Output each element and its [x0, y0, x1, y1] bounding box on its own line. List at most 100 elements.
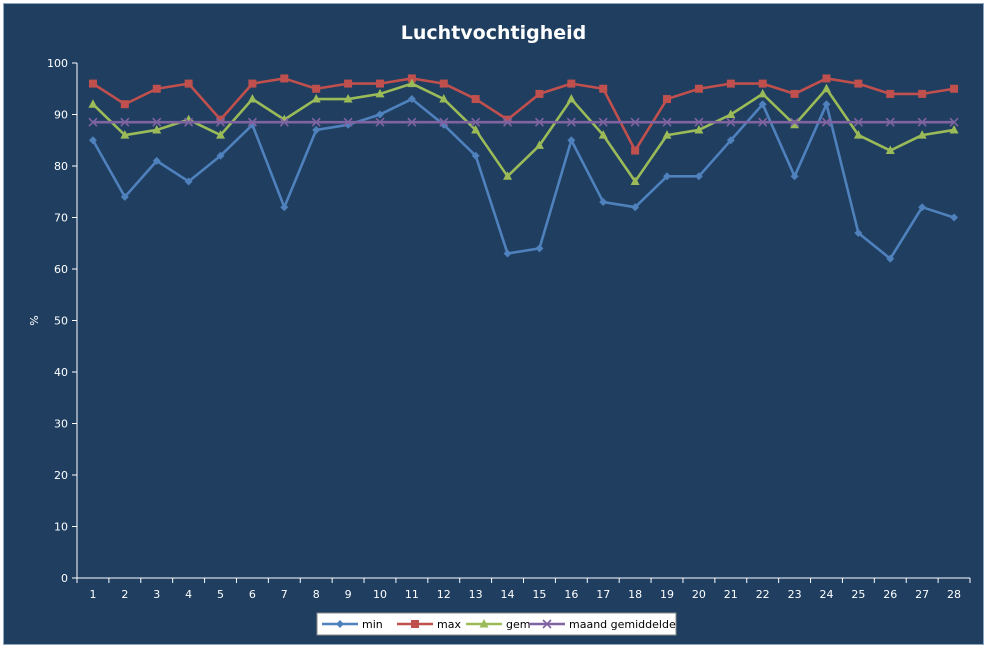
data-point-gem: [694, 124, 704, 134]
data-point-min: [535, 244, 544, 253]
data-point-max: [503, 115, 512, 124]
data-point-maand-gemiddelde: [949, 117, 959, 127]
data-point-maand-gemiddelde: [407, 117, 417, 127]
data-point-min: [312, 125, 321, 134]
data-point-maand-gemiddelde: [184, 117, 194, 127]
x-tick-label: 10: [373, 588, 387, 601]
data-point-max: [216, 115, 225, 124]
data-point-gem: [471, 124, 481, 134]
data-point-gem: [885, 145, 895, 155]
chart-title: Luchtvochtigheid: [400, 22, 587, 44]
data-point-maand-gemiddelde: [152, 117, 162, 127]
data-point-gem: [439, 94, 449, 103]
data-point-min: [758, 100, 767, 109]
data-point-min: [886, 254, 895, 263]
data-point-gem: [88, 99, 98, 108]
x-tick-label: 13: [469, 588, 483, 601]
data-point-maand-gemiddelde: [120, 117, 130, 127]
x-tick-label: 19: [660, 588, 674, 601]
data-point-min: [790, 172, 799, 181]
x-tick-label: 3: [153, 588, 160, 601]
x-tick-label: 6: [249, 588, 256, 601]
data-point-gem: [726, 109, 736, 118]
data-point-max: [886, 89, 895, 98]
y-tick-label: 40: [54, 366, 68, 379]
data-point-max: [950, 84, 959, 93]
x-tick-label: 14: [501, 588, 515, 601]
legend-marker-gem: [479, 619, 489, 628]
legend-label: gem: [506, 618, 530, 631]
data-point-max: [184, 79, 193, 88]
data-point-gem: [343, 94, 353, 103]
y-tick-label: 90: [54, 109, 68, 122]
data-point-maand-gemiddelde: [758, 117, 768, 127]
legend-marker-maand-gemiddelde: [542, 619, 552, 629]
data-point-min: [503, 249, 512, 258]
data-point-max: [790, 89, 799, 98]
x-tick-label: 9: [345, 588, 352, 601]
data-point-gem: [503, 171, 513, 180]
data-point-gem: [152, 124, 162, 134]
x-tick-label: 16: [564, 588, 578, 601]
data-point-min: [918, 203, 927, 212]
legend-marker-max: [411, 620, 419, 628]
data-point-maand-gemiddelde: [694, 117, 704, 127]
y-tick-label: 10: [54, 521, 68, 534]
x-tick-label: 12: [437, 588, 451, 601]
series-line-min: [91, 97, 955, 260]
data-point-min: [726, 136, 735, 145]
data-point-max: [567, 79, 576, 88]
series-line-gem: [92, 82, 955, 183]
data-point-maand-gemiddelde: [439, 117, 449, 127]
y-tick-label: 30: [54, 418, 68, 431]
data-point-min: [152, 156, 161, 165]
y-tick-label: 50: [54, 315, 68, 328]
data-point-maand-gemiddelde: [534, 117, 545, 127]
data-point-min: [407, 95, 416, 104]
x-tick-label: 15: [532, 588, 546, 601]
data-point-gem: [120, 130, 130, 139]
x-tick-label: 1: [89, 588, 96, 601]
data-point-maand-gemiddelde: [375, 117, 385, 127]
data-point-gem: [662, 130, 672, 139]
x-tick-label: 21: [724, 588, 738, 601]
x-tick-label: 28: [947, 588, 961, 601]
data-point-min: [631, 203, 640, 212]
data-point-min: [88, 136, 97, 145]
data-point-gem: [311, 94, 321, 103]
y-tick-label: 60: [54, 263, 68, 276]
x-tick-label: 25: [851, 588, 865, 601]
legend-label: maand gemiddelde: [569, 618, 676, 631]
data-point-maand-gemiddelde: [471, 117, 481, 127]
data-point-maand-gemiddelde: [215, 117, 226, 127]
data-point-min: [471, 151, 480, 160]
data-point-gem: [917, 130, 927, 139]
series-line-max: [92, 77, 955, 152]
data-point-maand-gemiddelde: [821, 117, 832, 127]
data-point-maand-gemiddelde: [502, 117, 513, 127]
data-point-min: [280, 203, 289, 212]
data-point-max: [535, 89, 544, 98]
data-point-maand-gemiddelde: [566, 117, 576, 127]
data-point-gem: [790, 119, 800, 129]
data-point-min: [184, 177, 193, 186]
legend-label: max: [437, 618, 461, 631]
data-point-min: [822, 100, 831, 109]
data-point-maand-gemiddelde: [790, 117, 800, 127]
data-point-maand-gemiddelde: [885, 117, 895, 127]
data-point-max: [152, 84, 161, 93]
data-point-gem: [598, 130, 608, 139]
data-point-max: [312, 84, 321, 93]
data-point-maand-gemiddelde: [88, 117, 98, 127]
data-point-gem: [216, 130, 226, 139]
x-tick-label: 27: [915, 588, 929, 601]
data-point-max: [726, 79, 735, 88]
data-point-min: [663, 172, 672, 181]
y-tick-label: 70: [54, 212, 68, 225]
data-point-max: [344, 79, 353, 88]
data-point-gem: [534, 140, 544, 149]
data-point-maand-gemiddelde: [630, 117, 640, 127]
x-tick-label: 5: [217, 588, 224, 601]
data-point-min: [567, 136, 576, 145]
data-point-max: [248, 79, 257, 88]
